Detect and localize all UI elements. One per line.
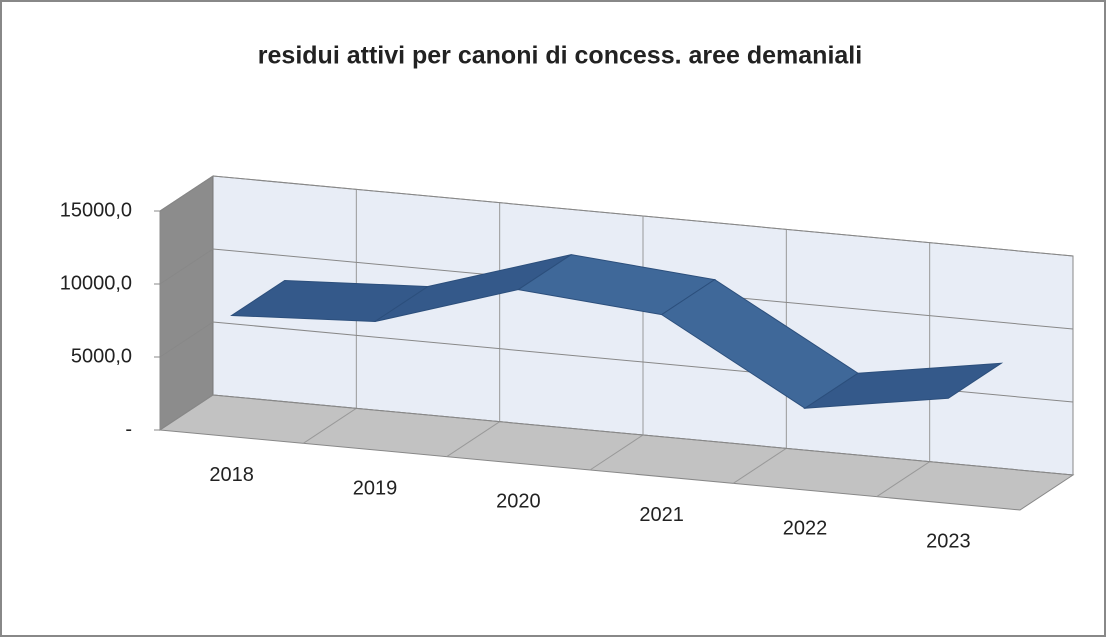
category-divider: [876, 461, 930, 498]
grid-line: [159, 394, 1074, 476]
x-tick-label: 2023: [926, 531, 971, 553]
x-tick-label: 2018: [209, 464, 254, 486]
category-divider: [303, 407, 357, 444]
x-tick-label: 2020: [496, 491, 541, 513]
y-tick-label: 5000,0: [71, 345, 132, 367]
side-wall: [159, 175, 214, 431]
ribbon-segment: [803, 362, 1004, 409]
grid-line: [159, 175, 1074, 257]
x-tick-label: 2021: [639, 504, 684, 526]
y-tick-label: -: [125, 418, 132, 440]
chart-title: residui attivi per canoni di concess. ar…: [258, 42, 862, 70]
category-divider: [446, 421, 500, 458]
category-divider: [733, 447, 787, 484]
grid-line: [159, 248, 1074, 330]
y-tick-label: 15000,0: [60, 199, 132, 221]
x-tick-label: 2019: [353, 477, 398, 499]
category-divider: [589, 434, 644, 471]
x-tick-label: 2022: [783, 517, 828, 539]
y-tick-label: 10000,0: [60, 272, 132, 294]
